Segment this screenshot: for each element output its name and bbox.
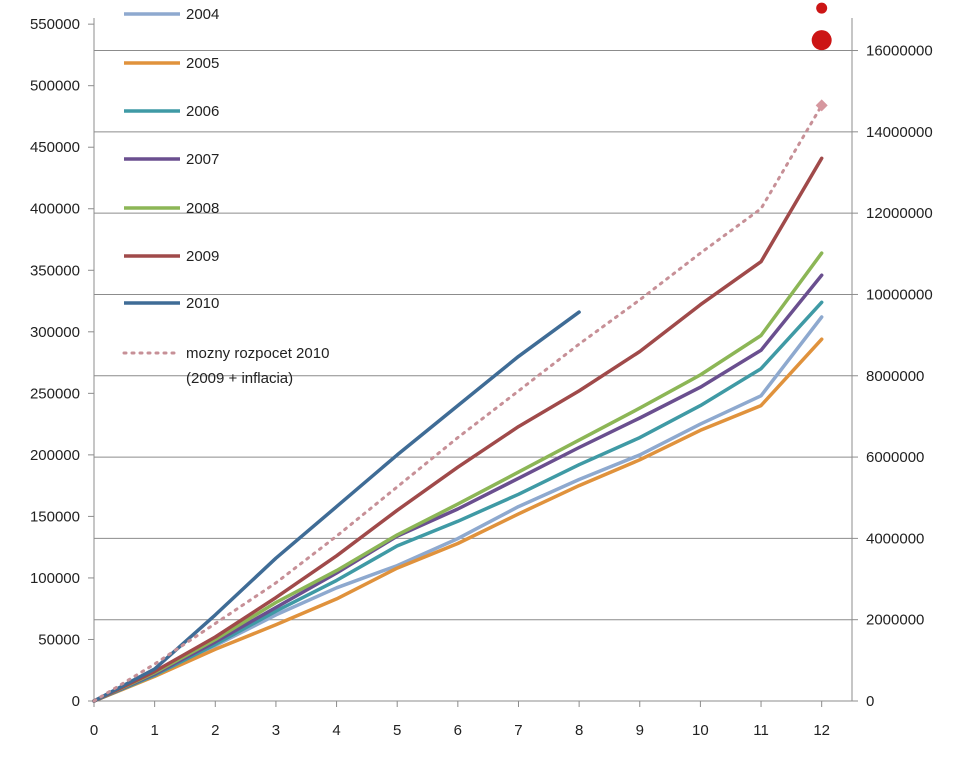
y-tick-label: 100000 [30, 570, 80, 587]
x-tick-label: 11 [753, 722, 769, 739]
y2-tick-label: 8000000 [866, 368, 924, 385]
marker-circle-small [816, 2, 828, 14]
legend-label-dashed-line2: (2009 + inflacia) [186, 370, 293, 387]
y2-tick-label: 10000000 [866, 286, 933, 303]
y2-tick-label: 6000000 [866, 449, 924, 466]
x-tick-label: 5 [393, 722, 401, 739]
legend-label-2006: 2006 [186, 103, 219, 120]
x-tick-label: 10 [692, 722, 709, 739]
x-tick-label: 4 [332, 722, 340, 739]
y-tick-label: 300000 [30, 324, 80, 341]
y-tick-label: 250000 [30, 385, 80, 402]
y-tick-label: 400000 [30, 201, 80, 218]
y-tick-label: 50000 [38, 631, 80, 648]
y2-tick-label: 14000000 [866, 124, 933, 141]
x-tick-label: 0 [90, 722, 98, 739]
x-tick-label: 7 [514, 722, 522, 739]
series-line-4 [92, 251, 824, 703]
x-tick-label: 12 [813, 722, 830, 739]
series-line-1 [92, 337, 824, 703]
marker-diamond [815, 99, 828, 112]
series-line-3 [92, 273, 824, 703]
x-tick-label: 8 [575, 722, 583, 739]
marker-circle-large [811, 30, 832, 51]
x-tick-label: 6 [454, 722, 462, 739]
legend-label-2005: 2005 [186, 55, 219, 72]
legend-label-2008: 2008 [186, 200, 219, 217]
x-tick-label: 2 [211, 722, 219, 739]
x-tick-label: 3 [272, 722, 280, 739]
series-line-5 [92, 156, 824, 703]
legend-label-2004: 2004 [186, 6, 219, 23]
series-line-2 [92, 300, 824, 703]
y-tick-label: 550000 [30, 16, 80, 33]
y-tick-label: 150000 [30, 508, 80, 525]
y-tick-label: 450000 [30, 139, 80, 156]
series-line-7 [92, 103, 824, 703]
y2-tick-label: 2000000 [866, 612, 924, 629]
x-tick-label: 9 [636, 722, 644, 739]
y2-tick-label: 4000000 [866, 530, 924, 547]
y2-tick-label: 16000000 [866, 43, 933, 60]
y2-tick-label: 12000000 [866, 205, 933, 222]
legend-label-dashed-line1: mozny rozpocet 2010 [186, 345, 329, 362]
x-tick-label: 1 [150, 722, 158, 739]
series-line-6 [92, 310, 581, 703]
legend-label-2010: 2010 [186, 295, 219, 312]
y-tick-label: 350000 [30, 262, 80, 279]
y-tick-label: 0 [72, 693, 80, 710]
legend-label-2007: 2007 [186, 151, 219, 168]
y2-tick-label: 0 [866, 693, 874, 710]
legend-label-2009: 2009 [186, 248, 219, 265]
y-tick-label: 500000 [30, 78, 80, 95]
y-tick-label: 200000 [30, 447, 80, 464]
